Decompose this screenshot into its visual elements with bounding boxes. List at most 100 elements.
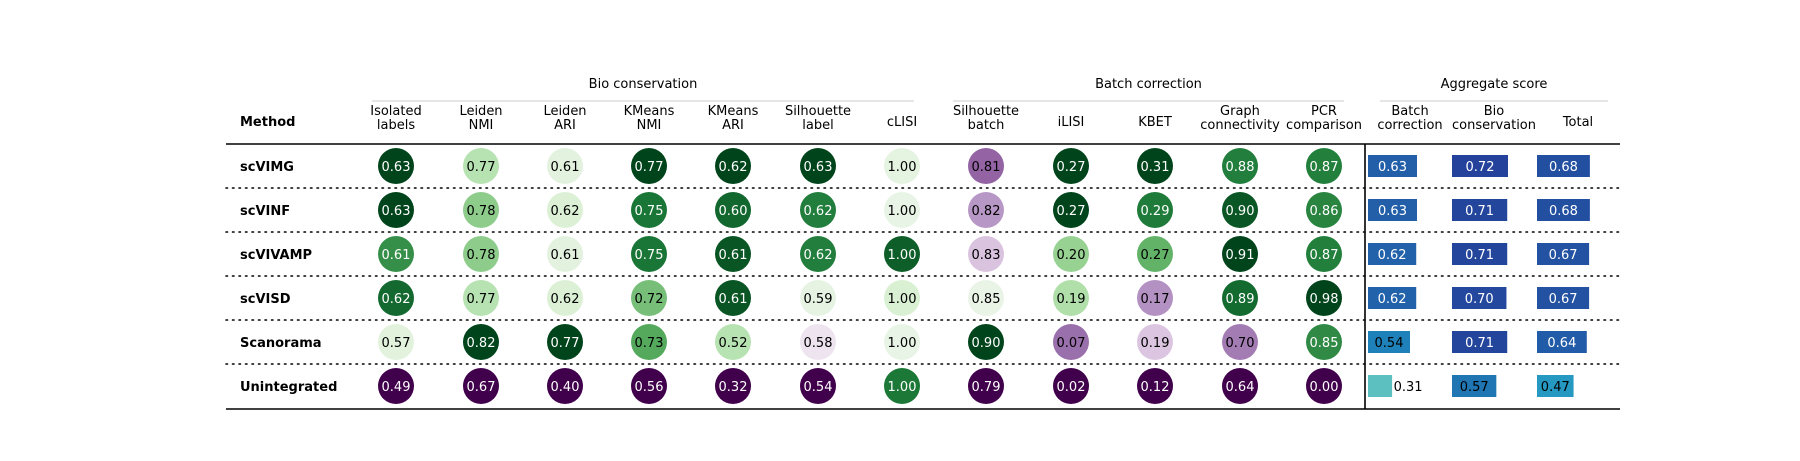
column-header-agg_batch: Batch correction [1377, 104, 1442, 133]
score-label-graph_connectivity: 0.90 [1226, 204, 1255, 219]
aggregate-bar-agg_batch [1368, 155, 1417, 177]
score-circle-pcr_comparison [1306, 280, 1342, 316]
score-label-isolated_labels: 0.57 [382, 336, 411, 351]
aggregate-bar-agg_bio [1452, 331, 1508, 353]
aggregate-label-agg_bio: 0.71 [1465, 204, 1494, 219]
table-row: scVIMG 0.63 0.77 0.61 0.77 0.62 0.63 1.00 0.81 0.… [240, 148, 1590, 184]
score-label-isolated_labels: 0.49 [382, 380, 411, 395]
aggregate-label-agg_batch: 0.63 [1378, 160, 1407, 175]
table-row: scVINF 0.63 0.78 0.62 0.75 0.60 0.62 1.00 0.82 0.… [240, 192, 1590, 228]
score-label-ilisi: 0.27 [1057, 204, 1086, 219]
aggregate-bar-agg_total [1537, 155, 1590, 177]
score-circle-silhouette_batch [968, 280, 1004, 316]
score-circle-graph_connectivity [1222, 324, 1258, 360]
aggregate-bar-agg_total [1537, 287, 1590, 309]
score-circle-ilisi [1053, 324, 1089, 360]
score-label-kmeans_nmi: 0.75 [635, 204, 664, 219]
score-label-ilisi: 0.02 [1057, 380, 1086, 395]
score-label-isolated_labels: 0.61 [382, 248, 411, 263]
score-label-pcr_comparison: 0.87 [1310, 248, 1339, 263]
score-label-silhouette_label: 0.63 [804, 160, 833, 175]
score-circle-kbet [1137, 148, 1173, 184]
score-label-ilisi: 0.19 [1057, 292, 1086, 307]
aggregate-label-agg_batch: 0.63 [1378, 204, 1407, 219]
method-column-header: Method [240, 115, 295, 130]
aggregate-label-agg_batch: 0.62 [1378, 248, 1407, 263]
aggregate-label-agg_bio: 0.57 [1460, 380, 1489, 395]
score-circle-leiden_ari [547, 368, 583, 404]
score-label-graph_connectivity: 0.88 [1226, 160, 1255, 175]
score-label-leiden_ari: 0.40 [551, 380, 580, 395]
table-row: scVIVAMP 0.61 0.78 0.61 0.75 0.61 0.62 1.00 0.83… [240, 236, 1590, 272]
score-circle-silhouette_batch [968, 368, 1004, 404]
score-label-kmeans_nmi: 0.56 [635, 380, 664, 395]
score-circle-ilisi [1053, 148, 1089, 184]
aggregate-label-agg_batch: 0.54 [1375, 336, 1404, 351]
score-circle-kbet [1137, 324, 1173, 360]
score-label-kmeans_nmi: 0.72 [635, 292, 664, 307]
score-circle-leiden_ari [547, 148, 583, 184]
score-label-silhouette_batch: 0.81 [972, 160, 1001, 175]
score-label-kbet: 0.27 [1141, 248, 1170, 263]
score-circle-leiden_ari [547, 192, 583, 228]
score-circle-kmeans_ari [715, 192, 751, 228]
score-label-leiden_nmi: 0.77 [467, 160, 496, 175]
score-circle-silhouette_batch [968, 324, 1004, 360]
score-label-isolated_labels: 0.62 [382, 292, 411, 307]
method-label: scVISD [240, 292, 291, 307]
score-label-leiden_ari: 0.61 [551, 248, 580, 263]
score-label-clisi: 1.00 [888, 292, 917, 307]
score-circle-leiden_nmi [463, 324, 499, 360]
score-label-kmeans_nmi: 0.75 [635, 248, 664, 263]
aggregate-bar-agg_bio [1452, 199, 1508, 221]
method-label: Scanorama [240, 336, 322, 351]
aggregate-label-agg_bio: 0.70 [1465, 292, 1494, 307]
method-label: Unintegrated [240, 380, 337, 395]
score-circle-clisi [884, 368, 920, 404]
cell-layer: scVIMG 0.63 0.77 0.61 0.77 0.62 0.63 1.00 0.81 0.… [240, 148, 1590, 404]
score-circle-kmeans_nmi [631, 324, 667, 360]
aggregate-label-agg_bio: 0.71 [1465, 336, 1494, 351]
table-row: Scanorama 0.57 0.82 0.77 0.73 0.52 0.58 1.00 0.9… [240, 324, 1587, 360]
aggregate-bar-agg_total [1537, 243, 1590, 265]
score-circle-graph_connectivity [1222, 368, 1258, 404]
score-circle-isolated_labels [378, 280, 414, 316]
score-label-clisi: 1.00 [888, 248, 917, 263]
aggregate-bar-agg_total [1537, 375, 1574, 397]
score-label-graph_connectivity: 0.91 [1226, 248, 1255, 263]
score-label-pcr_comparison: 0.85 [1310, 336, 1339, 351]
score-label-silhouette_label: 0.58 [804, 336, 833, 351]
score-label-pcr_comparison: 0.00 [1310, 380, 1339, 395]
score-circle-isolated_labels [378, 324, 414, 360]
column-header-kbet: KBET [1138, 115, 1172, 130]
score-circle-isolated_labels [378, 368, 414, 404]
score-label-leiden_ari: 0.61 [551, 160, 580, 175]
score-label-silhouette_label: 0.54 [804, 380, 833, 395]
score-circle-kbet [1137, 280, 1173, 316]
score-circle-pcr_comparison [1306, 236, 1342, 272]
score-circle-kmeans_nmi [631, 148, 667, 184]
column-header-pcr_comparison: PCR comparison [1286, 104, 1362, 133]
score-circle-leiden_ari [547, 280, 583, 316]
aggregate-label-agg_batch: 0.31 [1394, 380, 1423, 395]
method-label: scVINF [240, 204, 290, 219]
score-circle-leiden_nmi [463, 148, 499, 184]
method-label: scVIMG [240, 160, 294, 175]
score-circle-graph_connectivity [1222, 148, 1258, 184]
score-label-kbet: 0.31 [1141, 160, 1170, 175]
aggregate-bar-agg_total [1537, 199, 1590, 221]
aggregate-label-agg_total: 0.67 [1549, 292, 1578, 307]
score-label-pcr_comparison: 0.87 [1310, 160, 1339, 175]
table-row: Unintegrated 0.49 0.67 0.40 0.56 0.32 0.54 1.00… [240, 368, 1574, 404]
score-circle-pcr_comparison [1306, 324, 1342, 360]
score-label-isolated_labels: 0.63 [382, 160, 411, 175]
score-label-clisi: 1.00 [888, 336, 917, 351]
aggregate-label-agg_total: 0.64 [1547, 336, 1576, 351]
aggregate-label-agg_bio: 0.71 [1465, 248, 1494, 263]
score-circle-kbet [1137, 192, 1173, 228]
score-label-leiden_nmi: 0.77 [467, 292, 496, 307]
score-circle-kmeans_nmi [631, 192, 667, 228]
score-label-kmeans_ari: 0.60 [719, 204, 748, 219]
score-label-kmeans_ari: 0.61 [719, 248, 748, 263]
aggregate-bar-agg_batch [1368, 243, 1417, 265]
